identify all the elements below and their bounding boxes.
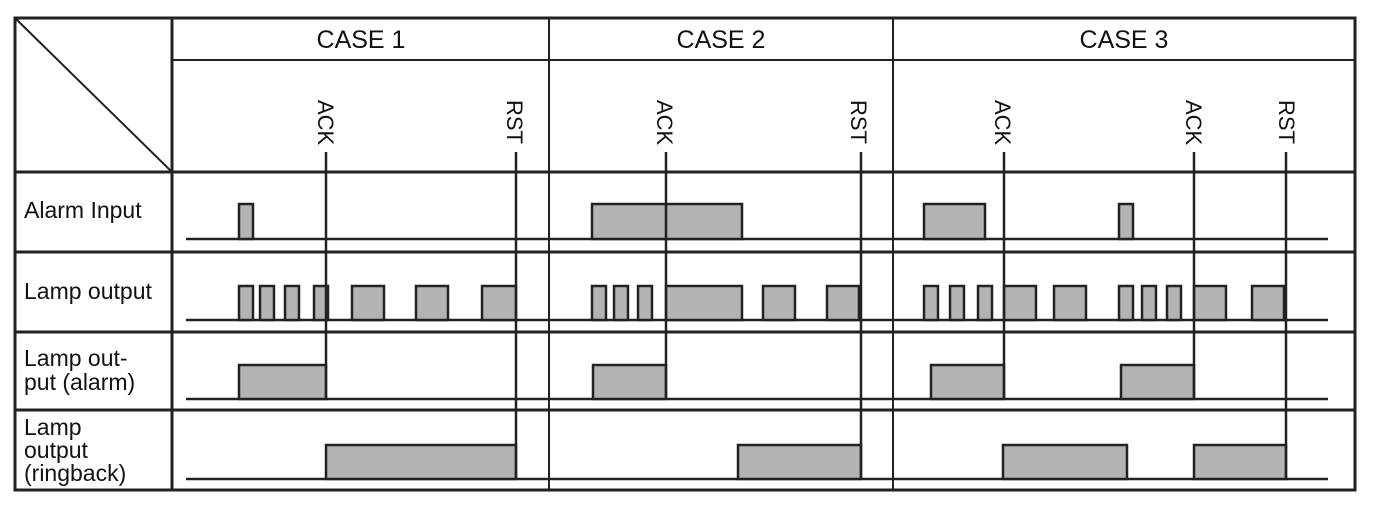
- row-label-lamp-output: Lamp output: [24, 278, 152, 304]
- pulse: [1165, 284, 1183, 322]
- case-2-ack-label: ACK: [652, 100, 677, 146]
- pulse: [1250, 284, 1286, 322]
- pulse: [1192, 284, 1228, 322]
- outer-border: [13, 16, 1357, 492]
- case-2-header: CASE 2: [677, 26, 766, 54]
- pulse: [636, 284, 654, 322]
- pulse: [664, 284, 744, 322]
- pulse: [237, 363, 328, 401]
- pulse: [1052, 284, 1088, 322]
- pulse: [1192, 443, 1288, 481]
- pulse: [312, 284, 330, 322]
- pulse: [1002, 284, 1038, 322]
- pulse: [948, 284, 966, 322]
- pulse: [258, 284, 276, 322]
- table-grid: [13, 16, 1357, 492]
- pulse: [590, 284, 608, 322]
- pulse: [237, 284, 255, 322]
- pulse: [761, 284, 797, 322]
- pulse: [324, 443, 518, 481]
- row-label-lamp-output-alarm: Lamp out- put (alarm): [24, 345, 135, 395]
- case-1-header: CASE 1: [317, 26, 406, 54]
- case-1-ack-label: ACK: [313, 100, 338, 146]
- lamp-output-ringback-pulses: [324, 443, 1288, 481]
- row-label-alarm-input: Alarm Input: [24, 197, 142, 223]
- pulse: [1140, 284, 1158, 322]
- pulse: [237, 202, 255, 241]
- case-3-rst-label: RST: [1274, 100, 1299, 144]
- event-markers: [324, 152, 1288, 479]
- case-3-ack-2-label: ACK: [1181, 100, 1206, 146]
- corner-diagonal: [14, 17, 173, 173]
- case-3-ack-1-label: ACK: [990, 100, 1015, 146]
- pulse: [922, 284, 940, 322]
- pulse: [929, 363, 1006, 401]
- pulse: [976, 284, 994, 322]
- case-3-header: CASE 3: [1080, 26, 1169, 54]
- pulse: [612, 284, 630, 322]
- pulse: [1001, 443, 1129, 481]
- pulse: [480, 284, 518, 322]
- lamp-output-pulses: [237, 284, 1286, 322]
- signal-baselines: [186, 237, 1328, 481]
- pulse: [350, 284, 386, 322]
- row-label-lamp-output-ringback: Lamp output (ringback): [24, 414, 126, 486]
- pulse: [1117, 202, 1135, 241]
- case-1-rst-label: RST: [502, 100, 527, 144]
- pulse: [414, 284, 450, 322]
- pulse: [736, 443, 863, 481]
- lamp-output-alarm-pulses: [237, 363, 1196, 401]
- pulse: [825, 284, 861, 322]
- pulse: [922, 202, 987, 241]
- pulse: [591, 363, 668, 401]
- pulse: [1119, 363, 1196, 401]
- pulse: [283, 284, 301, 322]
- alarm-input-pulses: [237, 202, 1135, 241]
- pulse: [1117, 284, 1135, 322]
- case-2-rst-label: RST: [846, 100, 871, 144]
